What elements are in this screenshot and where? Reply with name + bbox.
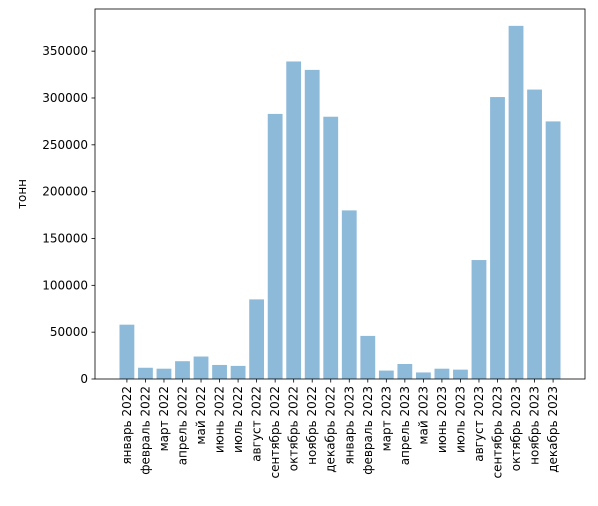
x-tick-label: март 2023 [379, 386, 393, 451]
bar-20 [471, 260, 487, 379]
x-tick-label: декабрь 2022 [324, 386, 338, 473]
x-tick-label: октябрь 2022 [287, 386, 301, 471]
x-tick-label: август 2022 [250, 386, 264, 462]
plot-frame [94, 8, 586, 380]
y-tick-label: 0 [80, 372, 88, 386]
x-axis: январь 2022 февраль 2022 март 2022 апрель 2… [120, 379, 560, 478]
bar-11 [304, 69, 320, 379]
x-tick-label: январь 2023 [342, 386, 356, 465]
y-tick-label: 200000 [42, 185, 88, 199]
y-tick-label: 300000 [42, 91, 88, 105]
x-tick-label: октябрь 2023 [509, 386, 523, 471]
bar-8 [249, 299, 265, 379]
x-tick-label: май 2022 [194, 386, 208, 445]
bar-15 [378, 370, 394, 379]
x-tick-label: июль 2022 [231, 386, 245, 453]
bar-2 [138, 367, 153, 379]
x-tick-label: февраль 2023 [361, 386, 375, 475]
x-tick-label: июнь 2022 [213, 386, 227, 453]
x-tick-label: ноябрь 2023 [528, 386, 542, 465]
y-tick-label: 350000 [42, 44, 88, 58]
x-tick-label: август 2023 [472, 386, 486, 462]
bar-19 [453, 369, 468, 379]
bar-16 [397, 364, 413, 379]
bar-4 [175, 361, 190, 379]
x-tick-label: ноябрь 2022 [305, 386, 319, 465]
x-tick-label: март 2022 [157, 386, 171, 451]
y-axis: 0 50000 100000 150000 200000 250000 300000 3500… [42, 44, 95, 386]
bar-7 [230, 365, 246, 379]
bar-18 [434, 368, 450, 379]
y-tick-label: 50000 [50, 325, 88, 339]
bar-22 [508, 25, 524, 380]
x-tick-label: декабрь 2023 [546, 386, 560, 473]
bar-10 [286, 61, 302, 380]
bar-5 [193, 356, 209, 379]
bar-6 [212, 364, 227, 379]
bar-14 [360, 335, 376, 379]
y-axis-label: тонн [15, 179, 29, 209]
x-tick-label: апрель 2023 [398, 386, 412, 465]
bar-24 [545, 121, 561, 379]
x-tick-label: январь 2022 [120, 386, 134, 465]
bar-3 [156, 368, 172, 379]
bar-12 [323, 116, 339, 379]
bar-13 [341, 210, 357, 379]
x-tick-label: сентябрь 2022 [268, 386, 282, 478]
y-tick-label: 150000 [42, 231, 88, 245]
x-tick-label: июль 2023 [453, 386, 467, 453]
bars-group [119, 25, 561, 380]
y-tick-label: 250000 [42, 138, 88, 152]
bar-9 [267, 113, 283, 379]
x-tick-label: февраль 2022 [138, 386, 152, 475]
bar-23 [527, 89, 542, 379]
bar-21 [490, 97, 505, 380]
x-tick-label: апрель 2022 [176, 386, 190, 465]
x-tick-label: июнь 2023 [435, 386, 449, 453]
x-tick-label: сентябрь 2023 [491, 386, 505, 478]
bar-17 [415, 372, 431, 379]
bar-1 [119, 324, 135, 379]
y-tick-label: 100000 [42, 278, 88, 292]
x-tick-label: май 2023 [416, 386, 430, 445]
